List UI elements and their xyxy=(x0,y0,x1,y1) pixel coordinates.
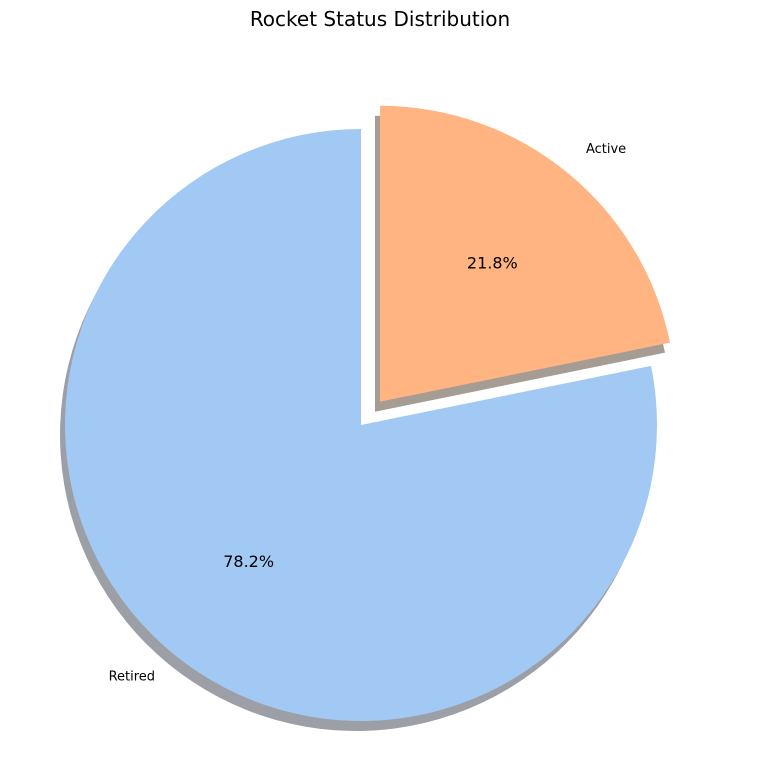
pie-slice-active xyxy=(379,105,671,402)
pie-slice-retired xyxy=(65,129,658,721)
pie-slices xyxy=(65,105,671,721)
pie-label-active: Active xyxy=(586,142,626,157)
pie-pct-label-retired: 78.2% xyxy=(223,552,274,571)
chart-title: Rocket Status Distribution xyxy=(250,7,510,31)
pie-label-retired: Retired xyxy=(109,670,155,685)
pie-pct-label-active: 21.8% xyxy=(467,254,518,273)
pie-labels: Retired 78.2% Active 21.8% xyxy=(109,142,627,685)
